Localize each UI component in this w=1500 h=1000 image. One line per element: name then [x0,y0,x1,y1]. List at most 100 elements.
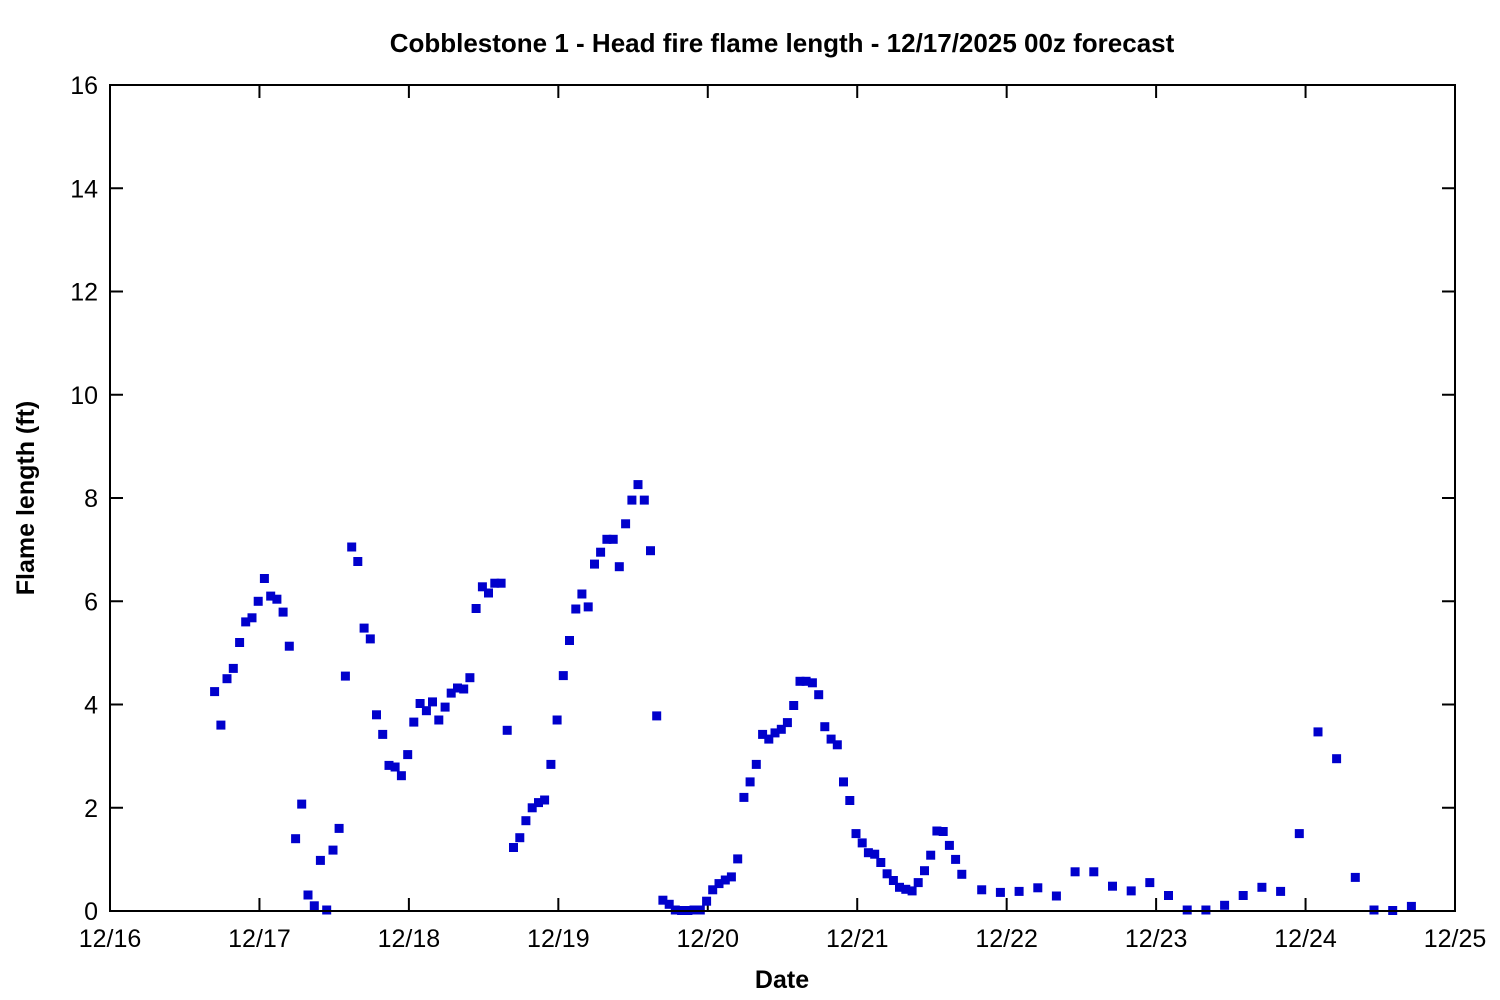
data-point [284,641,294,651]
data-point [353,557,363,566]
x-tick-label: 12/24 [1274,925,1337,953]
data-point [415,699,425,708]
data-point [496,578,506,588]
data-point [720,875,730,885]
data-point [1108,881,1117,891]
x-tick-label: 12/19 [527,925,590,953]
data-point [1089,867,1099,877]
data-point [708,885,718,895]
data-point [776,724,786,734]
data-point [876,858,886,867]
x-tick-label: 12/17 [228,925,291,953]
data-point [328,845,338,855]
data-point [440,702,450,712]
x-tick-label: 12/20 [676,925,739,953]
data-point [1406,901,1416,911]
data-point [434,715,444,725]
plot-border [109,84,1456,912]
data-point [770,728,780,738]
data-point [446,688,456,698]
data-point [608,534,618,544]
data-point [851,829,861,839]
data-point [540,795,550,805]
data-point [726,872,736,882]
data-point [259,574,269,583]
data-point [627,495,637,505]
data-point [895,882,904,892]
data-point [1350,872,1360,882]
data-point [1033,883,1043,893]
data-point [546,759,556,769]
x-tick-label: 12/18 [378,925,441,953]
data-point [347,542,357,552]
data-point [384,760,394,770]
data-point [247,613,257,623]
data-point [614,562,624,572]
data-point [216,720,226,730]
data-point [782,718,792,728]
data-point [1051,891,1061,901]
data-point [951,854,961,864]
y-tick-label: 0 [84,898,98,926]
data-point [751,759,761,769]
data-point [907,886,917,896]
data-point [477,582,487,592]
y-tick-label: 14 [70,175,98,203]
data-point [888,876,898,885]
data-point [1070,867,1080,877]
data-point [733,854,743,864]
data-point [421,706,431,716]
data-point [826,734,836,744]
y-tick-label: 2 [84,795,98,823]
data-point [297,799,307,809]
data-point [932,826,942,836]
data-point [378,729,388,739]
data-point [272,594,282,604]
data-point [278,607,288,617]
y-axis-label: Flame length (ft) [12,401,40,595]
x-tick-label: 12/16 [79,925,142,953]
data-point [1257,882,1267,892]
data-point [995,887,1005,897]
data-point [266,591,276,601]
y-tick-label: 6 [84,588,98,616]
data-point [839,777,848,787]
data-point [1014,886,1024,896]
data-point [484,588,493,598]
data-point [409,717,419,727]
data-point [652,711,662,721]
data-point [228,663,238,673]
data-point [1332,754,1342,764]
data-point [527,803,537,813]
data-point [633,480,643,490]
data-point [1164,891,1173,900]
data-point [646,546,655,556]
data-point [913,878,923,888]
data-point [390,762,400,772]
data-point [926,850,936,860]
data-point [882,869,892,879]
data-point [863,848,873,858]
y-tick-label: 4 [84,692,98,720]
data-point [639,495,649,505]
x-axis-label: Date [755,966,809,994]
data-point [565,636,574,645]
data-point [490,578,500,588]
data-point [291,834,301,844]
data-point [870,849,880,859]
data-point [1220,900,1230,910]
data-point [832,740,842,750]
data-point [664,899,674,909]
data-point [920,866,929,876]
data-point [957,869,967,879]
data-point [428,697,437,707]
data-point [745,777,755,787]
data-point [521,816,531,826]
data-point [309,901,319,911]
data-point [465,673,475,683]
data-point [583,602,593,612]
data-point [590,559,599,569]
data-point [210,687,220,697]
data-point [359,623,369,633]
